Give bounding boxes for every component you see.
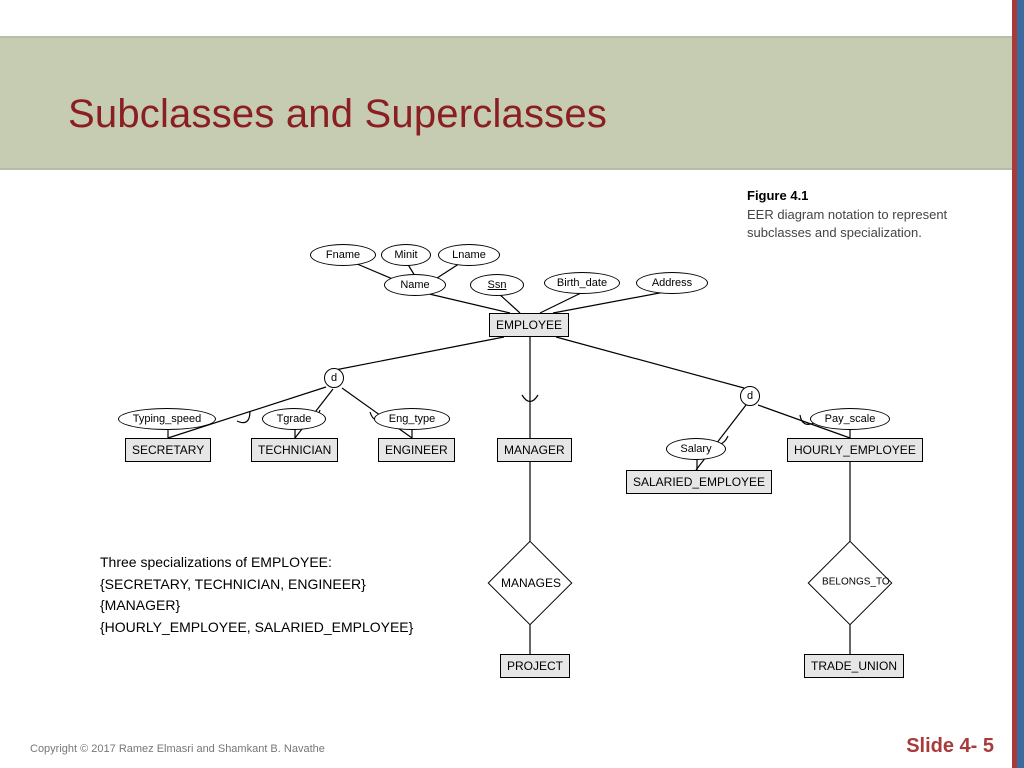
entity-salaried-employee: SALARIED_EMPLOYEE: [626, 470, 772, 494]
specialization-note: Three specializations of EMPLOYEE: {SECR…: [100, 552, 413, 639]
entity-project: PROJECT: [500, 654, 570, 678]
spec-note-line2: {SECRETARY, TECHNICIAN, ENGINEER}: [100, 574, 413, 596]
attr-engtype: Eng_type: [374, 408, 450, 430]
side-stripe-blue: [1017, 0, 1024, 768]
disjoint-circle-2: d: [740, 386, 760, 406]
attr-tgrade: Tgrade: [262, 408, 326, 430]
attr-lname: Lname: [438, 244, 500, 266]
slide-title: Subclasses and Superclasses: [68, 92, 607, 137]
attr-ssn: Ssn: [470, 274, 524, 296]
attr-name: Name: [384, 274, 446, 296]
entity-employee: EMPLOYEE: [489, 313, 569, 337]
attr-payscale: Pay_scale: [810, 408, 890, 430]
side-stripe-red: [1012, 0, 1017, 768]
entity-technician: TECHNICIAN: [251, 438, 338, 462]
spec-note-line1: Three specializations of EMPLOYEE:: [100, 552, 413, 574]
attr-birthdate: Birth_date: [544, 272, 620, 294]
relationship-manages-label: MANAGES: [501, 576, 559, 590]
slide-number: Slide 4- 5: [906, 735, 994, 758]
attr-address: Address: [636, 272, 708, 294]
entity-secretary: SECRETARY: [125, 438, 211, 462]
entity-trade-union: TRADE_UNION: [804, 654, 904, 678]
figure-label: Figure 4.1: [747, 188, 808, 203]
copyright-text: Copyright © 2017 Ramez Elmasri and Shamk…: [30, 743, 325, 755]
disjoint-circle-1: d: [324, 368, 344, 388]
attr-typing-speed: Typing_speed: [118, 408, 216, 430]
relationship-belongs-to-label: BELONGS_TO: [822, 576, 880, 587]
spec-note-line3: {MANAGER}: [100, 595, 413, 617]
spec-note-line4: {HOURLY_EMPLOYEE, SALARIED_EMPLOYEE}: [100, 617, 413, 639]
figure-caption: EER diagram notation to represent subcla…: [747, 206, 987, 242]
entity-engineer: ENGINEER: [378, 438, 455, 462]
relationship-manages: MANAGES: [488, 541, 573, 626]
relationship-belongs-to: BELONGS_TO: [808, 541, 893, 626]
attr-salary: Salary: [666, 438, 726, 460]
entity-hourly-employee: HOURLY_EMPLOYEE: [787, 438, 923, 462]
entity-manager: MANAGER: [497, 438, 572, 462]
attr-minit: Minit: [381, 244, 431, 266]
attr-fname: Fname: [310, 244, 376, 266]
